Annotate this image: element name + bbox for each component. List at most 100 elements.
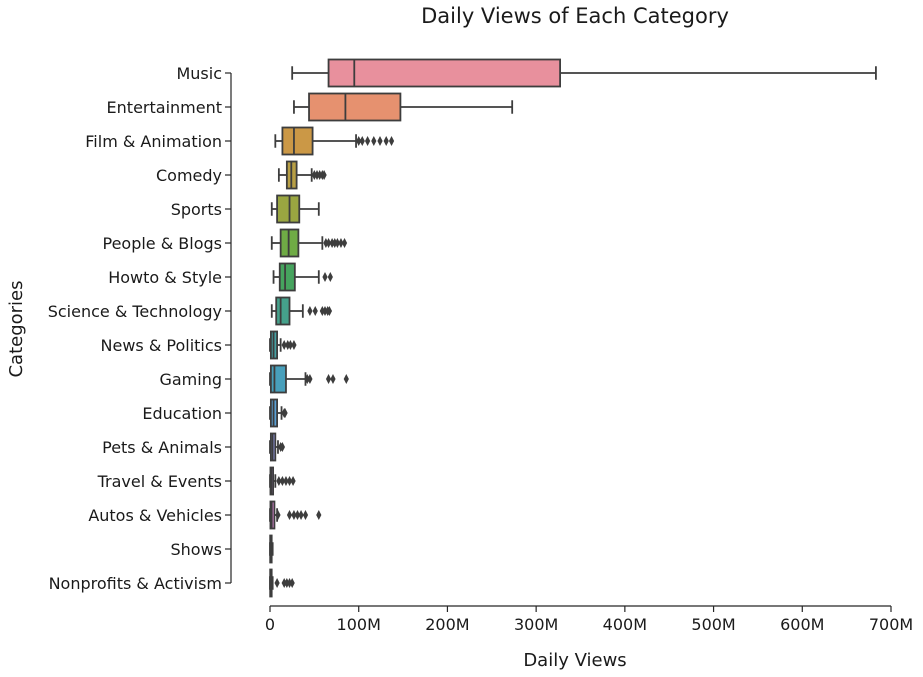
- box-travel-events: [269, 466, 296, 496]
- outlier-point: [284, 578, 290, 588]
- outlier-point: [311, 170, 317, 180]
- category-label: Entertainment: [107, 98, 222, 117]
- box-howto-style: [272, 262, 333, 292]
- outlier-point: [323, 238, 329, 248]
- category-label: Comedy: [156, 166, 222, 185]
- box-comedy: [277, 160, 327, 190]
- category-label: Sports: [171, 200, 222, 219]
- x-tick-label: 400M: [603, 615, 647, 634]
- x-tick-label: 600M: [780, 615, 824, 634]
- iqr-box: [327, 58, 561, 88]
- x-tick-label: 0: [265, 615, 275, 634]
- outlier-point: [341, 238, 348, 248]
- outlier-point: [307, 306, 313, 316]
- iqr-box: [278, 262, 296, 292]
- outlier-point: [383, 136, 389, 146]
- x-tick-label: 300M: [514, 615, 558, 634]
- outlier-point: [321, 170, 327, 180]
- box-shows: [269, 534, 274, 564]
- category-label: Gaming: [159, 370, 222, 389]
- outlier-point: [334, 238, 341, 248]
- iqr-box: [308, 92, 402, 122]
- x-axis-ticks: 0 100M 200M 300M 400M 500M 600M 700M: [265, 606, 913, 634]
- outlier-point: [325, 374, 332, 384]
- outlier-point: [281, 578, 287, 588]
- outlier-point: [302, 510, 309, 520]
- iqr-box: [281, 126, 314, 156]
- box-autos-vehicles: [269, 500, 322, 530]
- box-sports: [270, 194, 320, 224]
- outlier-point: [291, 340, 297, 350]
- outlier-point: [317, 170, 323, 180]
- outlier-point: [298, 510, 304, 520]
- box-gaming: [269, 364, 349, 394]
- category-label: Music: [176, 64, 222, 83]
- x-tick-label: 100M: [337, 615, 381, 634]
- category-label: Shows: [170, 540, 222, 559]
- outlier-point: [285, 340, 291, 350]
- outlier-point: [322, 272, 328, 282]
- box-entertainment: [293, 92, 514, 122]
- category-label: Autos & Vehicles: [88, 506, 222, 525]
- category-label: Pets & Animals: [102, 438, 222, 457]
- outlier-point: [281, 340, 287, 350]
- outlier-point: [329, 238, 335, 248]
- box-pets-animals: [269, 432, 286, 462]
- category-label: People & Blogs: [102, 234, 222, 253]
- outlier-point: [330, 374, 336, 384]
- outlier-point: [276, 476, 282, 486]
- box-education: [269, 398, 288, 428]
- category-label: Film & Animation: [85, 132, 222, 151]
- iqr-box: [269, 364, 287, 394]
- outlier-point: [343, 374, 349, 384]
- outlier-point: [356, 136, 362, 146]
- box-people-blogs: [270, 228, 348, 258]
- outlier-point: [307, 374, 313, 384]
- outlier-point: [319, 306, 325, 316]
- outlier-point: [327, 272, 333, 282]
- outlier-point: [274, 578, 280, 588]
- outlier-point: [287, 340, 294, 350]
- outlier-point: [283, 476, 289, 486]
- category-label: Nonprofits & Activism: [49, 574, 222, 593]
- outlier-point: [314, 170, 320, 180]
- outlier-point: [364, 136, 371, 146]
- boxes-group: [269, 58, 877, 598]
- outlier-point: [275, 510, 281, 520]
- outlier-point: [279, 476, 286, 486]
- outlier-point: [294, 510, 301, 520]
- outlier-point: [322, 306, 328, 316]
- outlier-point: [289, 578, 295, 588]
- outlier-point: [325, 238, 332, 248]
- category-label: News & Politics: [101, 336, 223, 355]
- outlier-point: [291, 510, 297, 520]
- category-label: Science & Technology: [48, 302, 222, 321]
- box-news-politics: [269, 330, 297, 360]
- outlier-point: [326, 306, 333, 316]
- y-axis-ticks: Music Entertainment Film & Animation Comedy…: [48, 64, 231, 593]
- box-film-animation: [274, 126, 395, 156]
- chart-title: Daily Views of Each Category: [421, 4, 729, 28]
- category-label: Travel & Events: [97, 472, 222, 491]
- box-science-technology: [270, 296, 333, 326]
- box-music: [291, 58, 877, 88]
- box-nonprofits-activism: [269, 568, 295, 598]
- outlier-point: [279, 442, 286, 452]
- outlier-point: [377, 136, 383, 146]
- outlier-point: [388, 136, 395, 146]
- category-label: Education: [142, 404, 222, 423]
- outlier-point: [282, 408, 288, 418]
- outlier-point: [304, 374, 310, 384]
- iqr-box: [276, 194, 301, 224]
- x-tick-label: 700M: [869, 615, 913, 634]
- outlier-point: [371, 136, 377, 146]
- category-label: Howto & Style: [108, 268, 222, 287]
- iqr-box: [275, 296, 291, 326]
- outlier-point: [316, 510, 322, 520]
- x-axis-label: Daily Views: [523, 650, 626, 671]
- outlier-point: [286, 476, 293, 486]
- outlier-point: [312, 306, 318, 316]
- outlier-point: [290, 476, 296, 486]
- outlier-point: [332, 238, 338, 248]
